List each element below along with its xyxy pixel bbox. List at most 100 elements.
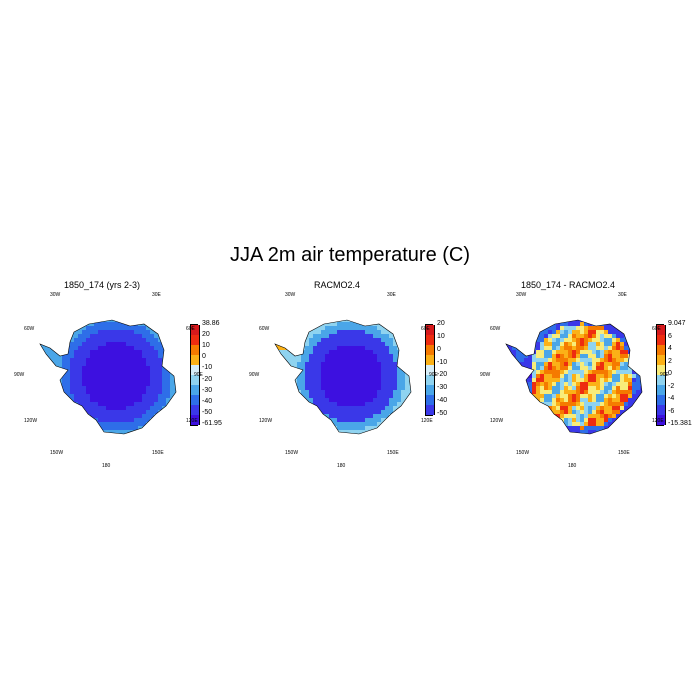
longitude-label: 180 bbox=[102, 463, 111, 469]
longitude-label: 150E bbox=[152, 450, 164, 456]
colorbar-swatch bbox=[425, 325, 435, 335]
longitude-label: 150W bbox=[50, 450, 64, 456]
colorbar-swatch bbox=[190, 345, 200, 355]
longitude-label: 90E bbox=[660, 372, 669, 378]
colorbar-tick-label: -50 bbox=[437, 410, 448, 417]
longitude-label: 60E bbox=[421, 326, 430, 332]
longitude-label: 60W bbox=[490, 326, 501, 332]
colorbar-tick-label: 0 bbox=[437, 345, 441, 353]
colorbar-tick-label: 0 bbox=[202, 353, 206, 361]
colorbar-tick-label: 0 bbox=[668, 370, 672, 377]
figure-title: JJA 2m air temperature (C) bbox=[229, 244, 471, 266]
colorbar-swatch bbox=[425, 345, 435, 355]
colorbar-swatch bbox=[656, 415, 666, 425]
colorbar-swatch bbox=[656, 395, 666, 405]
longitude-label: 120E bbox=[186, 418, 198, 424]
colorbar-swatch bbox=[656, 365, 666, 375]
colorbar-tick-label: 10 bbox=[202, 342, 210, 350]
longitude-label: 180 bbox=[337, 463, 346, 469]
colorbar-tick-label: -61.95 bbox=[202, 420, 222, 427]
longitude-label: 180 bbox=[568, 463, 577, 469]
colorbar-tick-label: -40 bbox=[202, 397, 213, 405]
colorbar-tick-label: -40 bbox=[437, 397, 448, 405]
colorbar-swatch bbox=[190, 325, 200, 335]
colorbar-swatch bbox=[425, 385, 435, 395]
colorbar-swatch bbox=[656, 385, 666, 395]
temperature-field bbox=[40, 320, 176, 434]
longitude-label: 150W bbox=[285, 450, 299, 456]
colorbar-tick-label: -50 bbox=[202, 408, 213, 416]
colorbar-swatch bbox=[190, 395, 200, 405]
temperature-field bbox=[275, 320, 411, 434]
colorbar-swatch bbox=[190, 365, 200, 375]
colorbar-tick-label: -6 bbox=[668, 407, 675, 415]
colorbar-swatch bbox=[190, 355, 200, 365]
coastline bbox=[39, 319, 177, 435]
longitude-label: 30W bbox=[285, 292, 296, 298]
colorbar-swatch bbox=[190, 385, 200, 395]
colorbar-swatch bbox=[190, 335, 200, 345]
panel-title: 1850_174 - RACMO2.4 bbox=[520, 280, 616, 290]
colorbar-swatch bbox=[656, 375, 666, 385]
antarctica-map bbox=[505, 319, 643, 435]
panel-title: RACMO2.4 bbox=[313, 280, 360, 290]
coastline bbox=[505, 319, 643, 435]
colorbar-swatch bbox=[425, 405, 435, 415]
panel-title: 1850_174 (yrs 2-3) bbox=[63, 280, 141, 290]
colorbar-tick-label: -30 bbox=[202, 386, 213, 394]
colorbar-swatch bbox=[190, 405, 200, 415]
longitude-label: 90W bbox=[249, 372, 260, 378]
colorbar bbox=[190, 324, 200, 426]
antarctica-map bbox=[39, 319, 177, 435]
colorbar-swatch bbox=[425, 335, 435, 345]
colorbar-tick-label: -10 bbox=[437, 358, 448, 366]
colorbar-tick-label: -20 bbox=[202, 375, 213, 383]
longitude-label: 60E bbox=[652, 326, 661, 332]
colorbar-swatch bbox=[425, 375, 435, 385]
map-panel-model: 1850_174 (yrs 2-3) 38.86 20 10 0 -10 -20 -30 -4… bbox=[12, 280, 237, 469]
colorbar-tick-label: 2 bbox=[668, 357, 672, 365]
colorbar-swatch bbox=[190, 415, 200, 425]
coastline bbox=[274, 319, 412, 435]
colorbar-swatch bbox=[656, 355, 666, 365]
longitude-label: 30W bbox=[516, 292, 527, 298]
colorbar-swatch bbox=[656, 335, 666, 345]
colorbar-swatch bbox=[425, 355, 435, 365]
longitude-label: 90W bbox=[14, 372, 25, 378]
colorbar-tick-label: 20 bbox=[202, 331, 210, 339]
colorbar-tick-label: -20 bbox=[437, 371, 448, 379]
colorbar-swatch bbox=[656, 405, 666, 415]
longitude-label: 120E bbox=[652, 418, 664, 424]
longitude-label: 90W bbox=[480, 372, 491, 378]
colorbar-swatch bbox=[656, 345, 666, 355]
colorbar-tick-label: 20 bbox=[437, 320, 445, 327]
colorbar-tick-label: 4 bbox=[668, 345, 672, 352]
longitude-label: 60W bbox=[24, 326, 35, 332]
longitude-label: 150E bbox=[618, 450, 630, 456]
longitude-label: 90E bbox=[194, 372, 203, 378]
colorbar-tick-label: 9.047 bbox=[668, 320, 686, 327]
longitude-label: 30E bbox=[387, 292, 396, 298]
colorbar-swatch bbox=[425, 395, 435, 405]
longitude-label: 30W bbox=[50, 292, 61, 298]
longitude-label: 30E bbox=[152, 292, 161, 298]
colorbar-tick-label: 6 bbox=[668, 332, 672, 340]
antarctica-map bbox=[274, 319, 412, 435]
colorbar-swatch bbox=[425, 365, 435, 375]
longitude-label: 90E bbox=[429, 372, 438, 378]
colorbar-tick-label: -4 bbox=[668, 395, 675, 402]
colorbar-swatch bbox=[190, 375, 200, 385]
longitude-label: 120W bbox=[259, 418, 273, 424]
colorbar-tick-label: -30 bbox=[437, 384, 448, 392]
temperature-field bbox=[506, 320, 642, 434]
colorbar-tick-label: -2 bbox=[668, 382, 675, 390]
colorbar-tick-label: -15.381 bbox=[668, 420, 692, 427]
colorbar-tick-label: -10 bbox=[202, 364, 213, 372]
longitude-label: 120E bbox=[421, 418, 433, 424]
colorbar bbox=[656, 324, 666, 426]
longitude-label: 60W bbox=[259, 326, 270, 332]
longitude-label: 120W bbox=[24, 418, 38, 424]
colorbar-tick-label: 38.86 bbox=[202, 320, 220, 327]
longitude-label: 150W bbox=[516, 450, 530, 456]
map-panel-difference: 1850_174 - RACMO2.4 9.047 6 4 2 0 -2 -4 -6 -15.3… bbox=[478, 280, 700, 469]
